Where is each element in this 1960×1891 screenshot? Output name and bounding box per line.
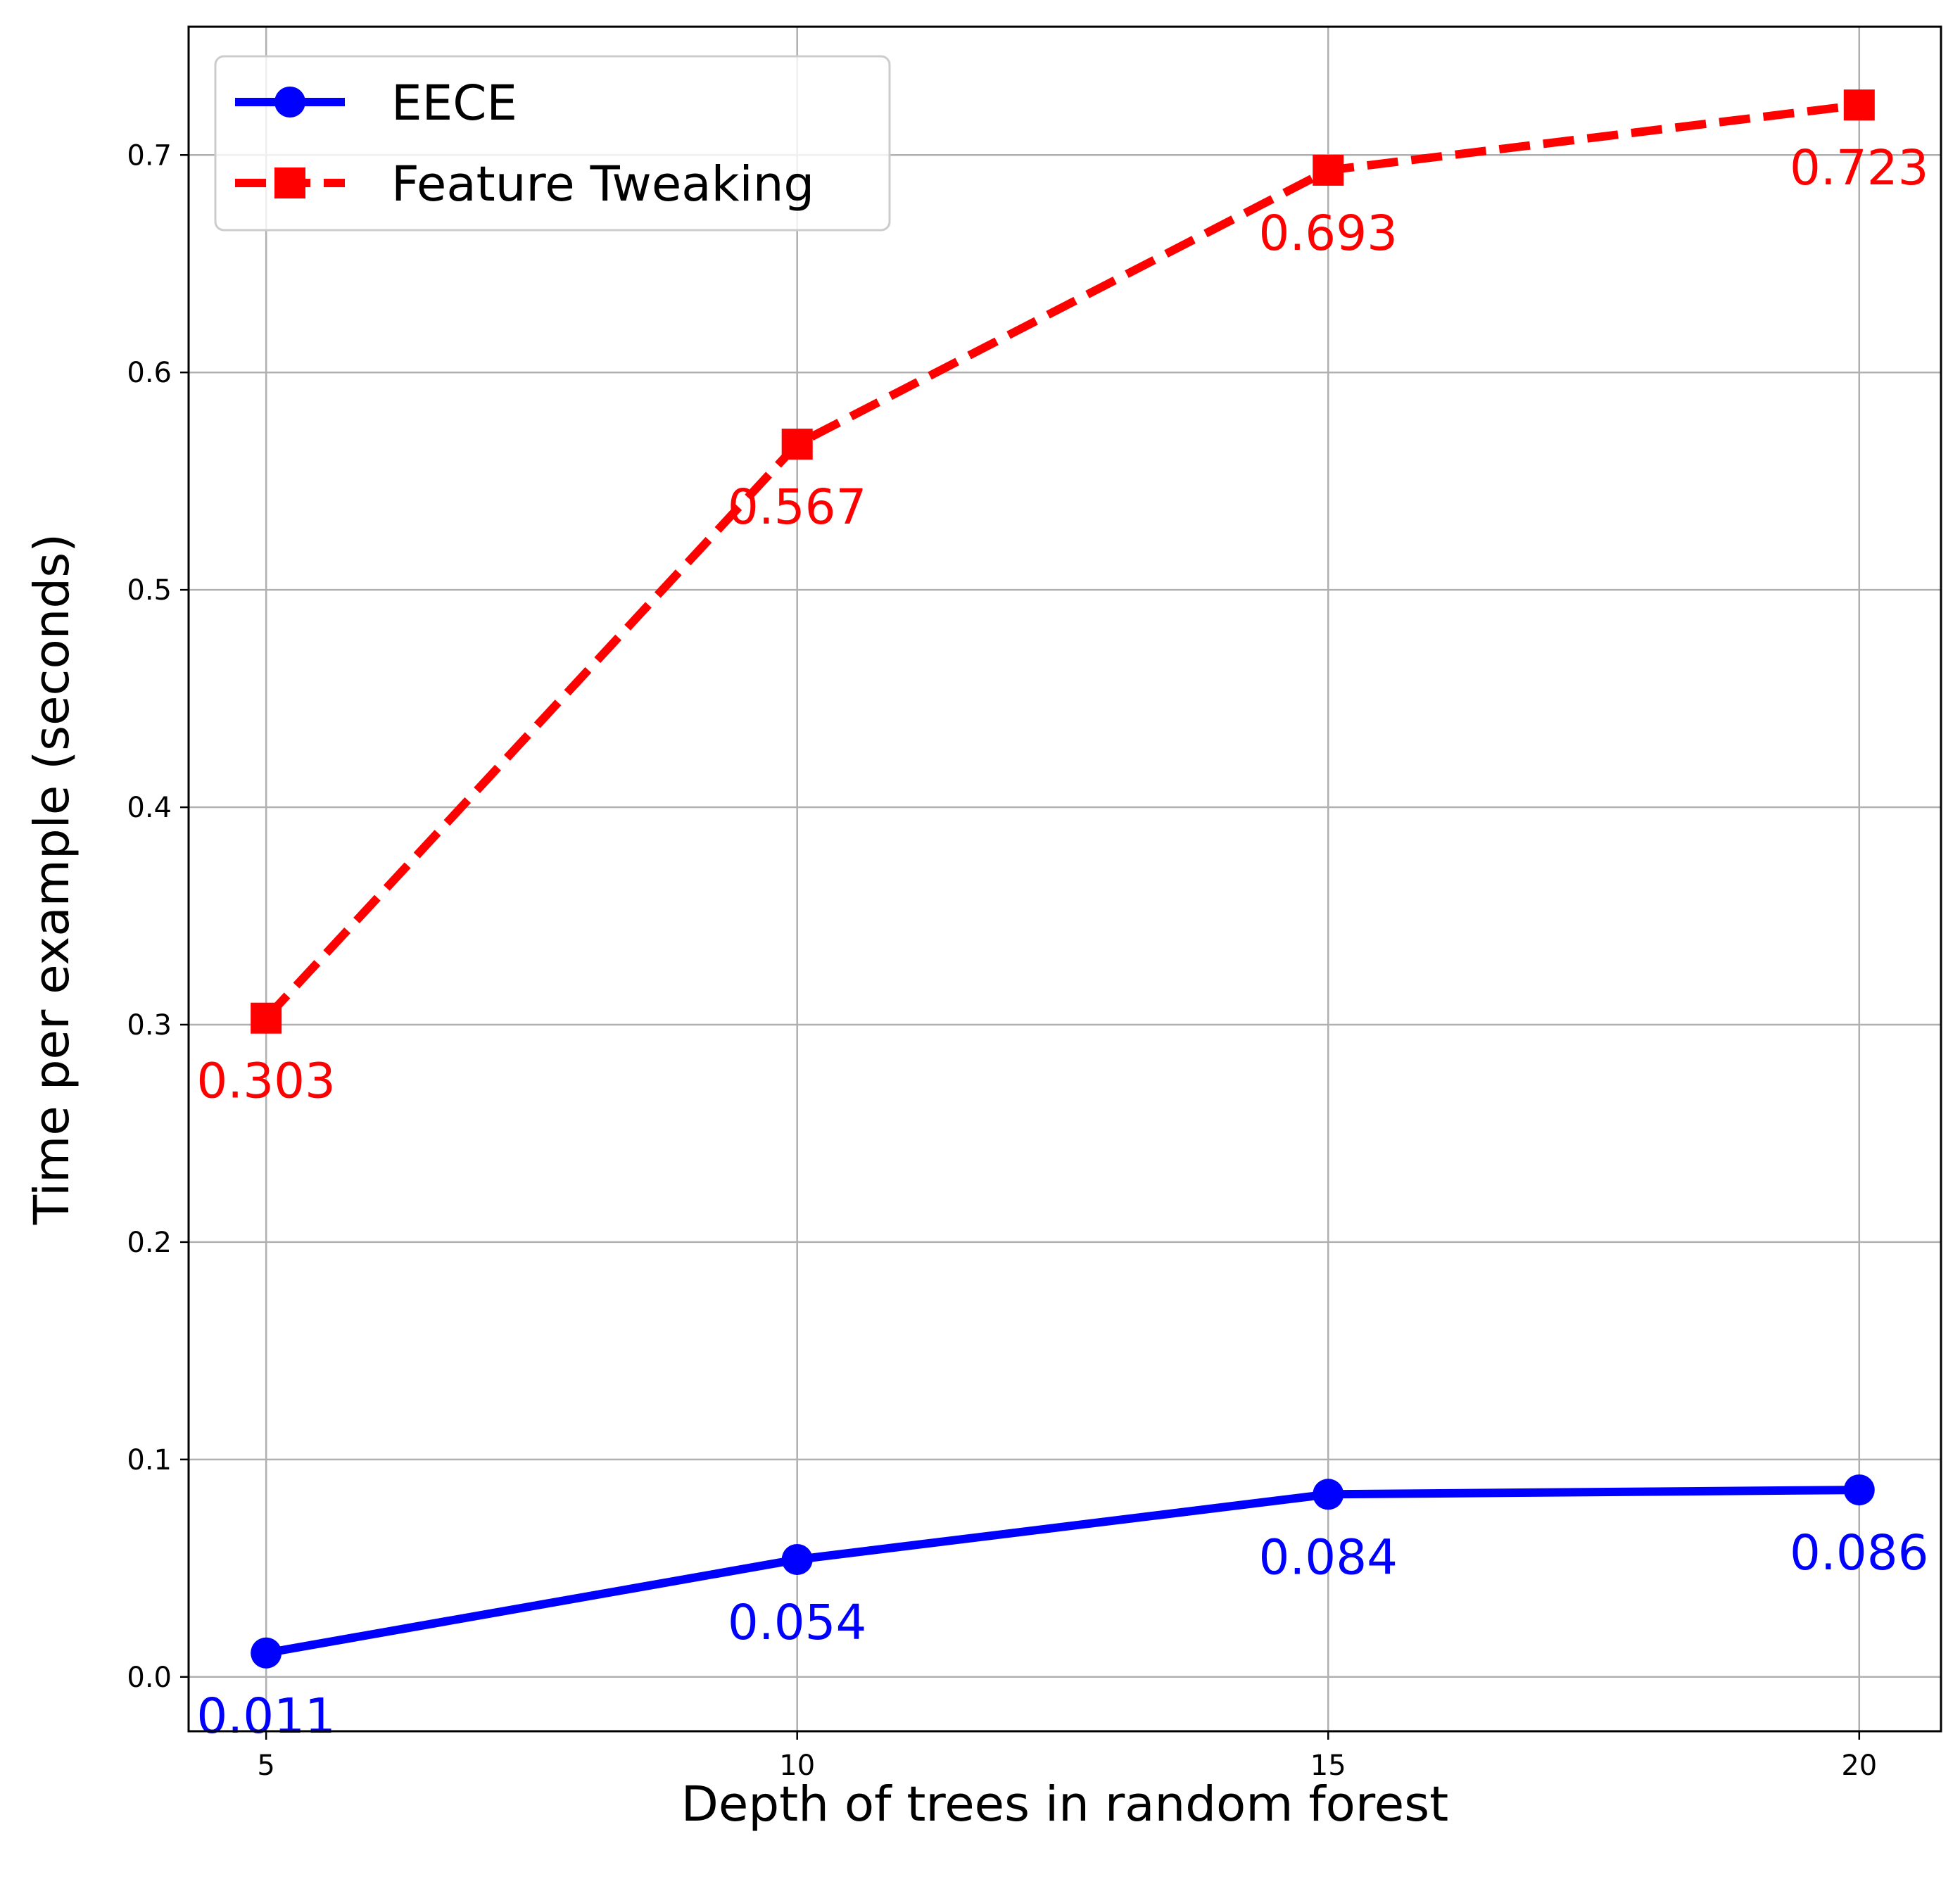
y-tick-label: 0.3 xyxy=(127,1009,172,1042)
y-axis-ticks: 0.0 0.1 0.2 0.3 0.4 0.5 0.6 0.7 xyxy=(127,139,189,1694)
y-tick-label: 0.5 xyxy=(127,574,172,607)
data-label: 0.054 xyxy=(728,1595,867,1651)
legend-marker xyxy=(274,167,305,198)
legend-box xyxy=(214,55,891,232)
x-tick-label: 5 xyxy=(257,1750,274,1782)
legend-marker xyxy=(274,87,305,118)
data-point xyxy=(1313,1479,1344,1510)
legend-label: EECE xyxy=(391,75,517,132)
y-tick-label: 0.1 xyxy=(127,1444,172,1476)
plot-frame xyxy=(187,25,1942,1733)
series-lines xyxy=(263,101,1860,1657)
legend-label: Feature Tweaking xyxy=(391,156,814,213)
x-axis-ticks: 5 10 15 20 xyxy=(257,1731,1877,1782)
data-point xyxy=(781,429,813,460)
y-axis-title: Time per example (seconds) xyxy=(24,533,80,1225)
data-label: 0.723 xyxy=(1790,140,1929,196)
data-point xyxy=(251,1002,282,1034)
data-point xyxy=(781,1543,813,1575)
x-tick-label: 20 xyxy=(1841,1750,1877,1782)
series-line xyxy=(263,101,1860,1021)
y-tick-label: 0.6 xyxy=(127,357,172,389)
data-label: 0.086 xyxy=(1790,1525,1929,1581)
data-point xyxy=(1843,89,1875,121)
series-markers xyxy=(251,89,1875,1669)
y-tick-label: 0.0 xyxy=(127,1662,172,1694)
data-label: 0.567 xyxy=(728,479,867,536)
x-axis-title: Depth of trees in random forest xyxy=(681,1776,1448,1833)
data-point xyxy=(1313,154,1344,186)
data-label: 0.084 xyxy=(1258,1529,1398,1586)
x-tick-label: 15 xyxy=(1310,1750,1346,1782)
y-tick-label: 0.2 xyxy=(127,1227,172,1259)
data-point xyxy=(1843,1474,1875,1506)
series-line xyxy=(265,1486,1859,1657)
data-label: 0.693 xyxy=(1258,205,1398,262)
data-label: 0.303 xyxy=(196,1054,336,1110)
y-tick-label: 0.4 xyxy=(127,792,172,824)
y-tick-label: 0.7 xyxy=(127,139,172,172)
data-point xyxy=(251,1637,282,1669)
x-tick-label: 10 xyxy=(779,1750,815,1782)
legend: EECE Feature Tweaking xyxy=(214,55,891,232)
